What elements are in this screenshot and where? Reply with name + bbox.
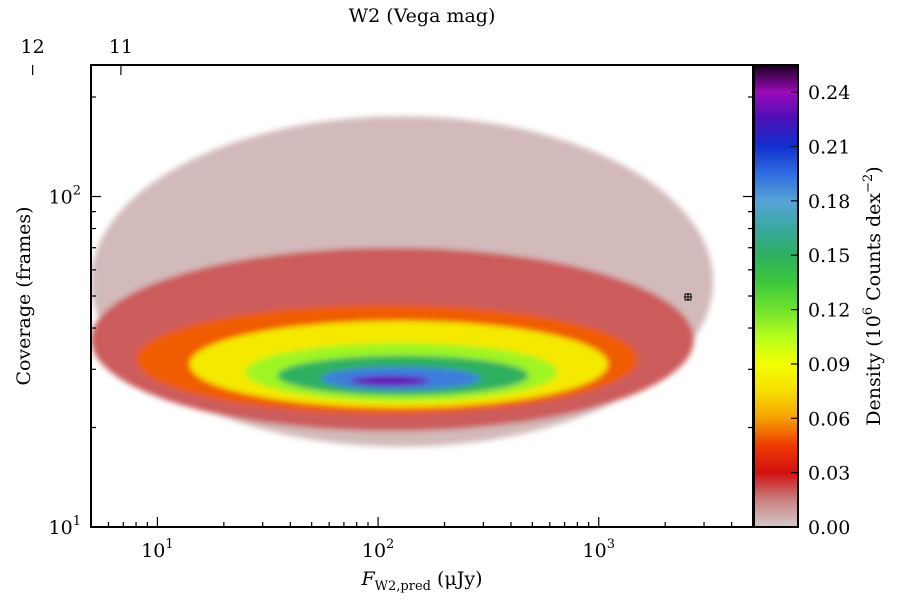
y-tick-label: 102 <box>49 184 81 209</box>
y-axis-label: Coverage (frames) <box>13 206 35 385</box>
error-bar-marker <box>684 293 692 301</box>
colorbar-tick-label: 0.06 <box>808 408 850 430</box>
colorbar-tick-label: 0.09 <box>808 354 850 376</box>
colorbar-tick-label: 0.18 <box>808 191 850 213</box>
x-tick-label: 101 <box>141 537 173 562</box>
colorbar-frame <box>753 64 799 528</box>
y-axis: 101 102 <box>49 96 753 539</box>
top-tick-label: 11 <box>109 36 133 58</box>
colorbar: 0.00 0.03 0.06 0.09 0.12 0.15 0.18 0.21 0.24 <box>753 64 850 539</box>
colorbar-tick-label: 0.12 <box>808 300 850 322</box>
colorbar-ticks: 0.00 0.03 0.06 0.09 0.12 0.15 0.18 0.21 0.24 <box>791 82 850 539</box>
colorbar-tick-label: 0.24 <box>808 82 850 104</box>
density-level-7 <box>350 375 429 387</box>
colorbar-tick-label: 0.03 <box>808 463 850 485</box>
x-tick-label: 102 <box>362 537 394 562</box>
top-magnitude-axis: 1817161514131211 <box>21 36 133 75</box>
y-tick-label: 101 <box>49 514 81 539</box>
x-axis-label: FW2,pred (μJy) <box>360 568 482 594</box>
colorbar-label: Density (106 Counts dex−2) <box>861 166 885 425</box>
colorbar-tick-label: 0.00 <box>808 517 850 539</box>
top-axis-label: W2 (Vega mag) <box>349 5 496 27</box>
colorbar-gradient <box>754 65 798 527</box>
x-tick-label: 103 <box>583 537 615 562</box>
colorbar-tick-label: 0.15 <box>808 245 850 267</box>
density-heatmap <box>91 116 714 447</box>
colorbar-tick-label: 0.21 <box>808 137 850 159</box>
x-axis: 101 102 103 <box>90 517 754 562</box>
top-tick-label: 12 <box>21 36 45 58</box>
